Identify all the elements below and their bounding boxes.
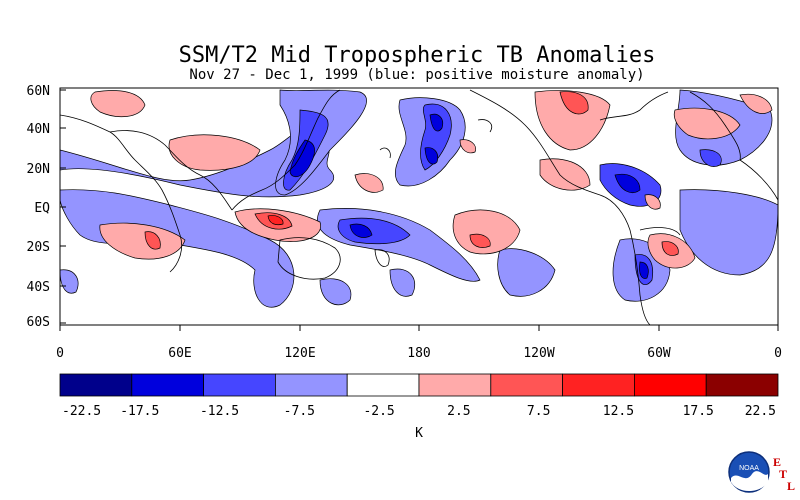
lon-label: 180 [407, 346, 430, 361]
lon-label: 120W [523, 346, 554, 361]
lon-tick-120e: 120E [284, 325, 316, 361]
lat-label: 20S [27, 240, 50, 255]
longitude-axis: 0 60E 120E 180 120W 60W 0 [56, 325, 782, 361]
lat-tick-20n: 20N [27, 162, 66, 177]
colorbar-unit: K [415, 426, 423, 441]
colorbar-swatch [346, 373, 420, 397]
latitude-axis: 60N 40N 20N EQ 20S 40S 60S [27, 84, 66, 330]
colorbar-tick-label: -22.5 [62, 404, 101, 419]
figure-subtitle: Nov 27 - Dec 1, 1999 (blue: positive moi… [189, 67, 644, 83]
colorbar-swatch [562, 373, 635, 397]
lat-label: 60S [27, 315, 50, 330]
colorbar-swatch [634, 373, 707, 397]
lon-label: 0 [56, 346, 64, 361]
etl-letter-e: E [773, 455, 781, 469]
lon-tick-0: 0 [56, 325, 64, 361]
noaa-etl-logo: NOAA E T L [728, 451, 795, 493]
lat-tick-60n: 60N [27, 84, 66, 99]
etl-letter-t: T [779, 467, 787, 481]
lat-label: 40N [27, 122, 50, 137]
negative-anomaly-regions [60, 89, 778, 308]
coastlines [60, 89, 778, 325]
lon-tick-120w: 120W [523, 325, 555, 361]
anomaly-map: 60N 40N 20N EQ 20S 40S 60S 0 60E 120E 18… [27, 84, 782, 361]
colorbar-tick-label: -17.5 [120, 404, 159, 419]
lat-label: 40S [27, 280, 50, 295]
lat-tick-40s: 40S [27, 280, 66, 295]
colorbar-labels: -22.5 -17.5 -12.5 -7.5 -2.5 2.5 7.5 12.5 17.5 22.… [62, 404, 776, 419]
colorbar: -22.5 -17.5 -12.5 -7.5 -2.5 2.5 7.5 12.5 17.5 22.… [59, 373, 779, 441]
colorbar-tick-label: -2.5 [363, 404, 394, 419]
lon-label: 60E [168, 346, 191, 361]
colorbar-swatches [59, 373, 779, 397]
lat-tick-eq: EQ [34, 201, 66, 216]
noaa-logo-text: NOAA [739, 465, 759, 472]
noaa-wave-icon [731, 471, 768, 491]
lon-tick-60e: 60E [168, 325, 192, 361]
colorbar-tick-label: -7.5 [284, 404, 315, 419]
colorbar-swatch [131, 373, 205, 397]
positive-anomaly-regions [90, 90, 773, 269]
colorbar-tick-label: 2.5 [447, 404, 470, 419]
lat-label: 20N [27, 162, 50, 177]
colorbar-swatch [418, 373, 492, 397]
lon-tick-0-end: 0 [774, 325, 782, 361]
colorbar-swatch [705, 373, 779, 397]
lat-label: EQ [34, 201, 50, 216]
colorbar-tick-label: 7.5 [527, 404, 550, 419]
colorbar-swatch [59, 373, 133, 397]
lat-tick-20s: 20S [27, 240, 66, 255]
colorbar-swatch [203, 373, 276, 397]
lon-label: 0 [774, 346, 782, 361]
lat-tick-60s: 60S [27, 315, 66, 330]
etl-letter-l: L [787, 479, 795, 493]
figure-title: SSM/T2 Mid Tropospheric TB Anomalies [179, 43, 656, 68]
lat-label: 60N [27, 84, 50, 99]
colorbar-swatch [274, 373, 348, 397]
lon-tick-180: 180 [407, 325, 431, 361]
colorbar-tick-label: -12.5 [200, 404, 239, 419]
colorbar-tick-label: 22.5 [745, 404, 776, 419]
colorbar-tick-label: 17.5 [683, 404, 714, 419]
colorbar-swatch [490, 373, 563, 397]
lat-tick-40n: 40N [27, 122, 66, 137]
lon-label: 120E [284, 346, 315, 361]
lon-tick-60w: 60W [647, 325, 671, 361]
colorbar-tick-label: 12.5 [603, 404, 634, 419]
lon-label: 60W [647, 346, 671, 361]
